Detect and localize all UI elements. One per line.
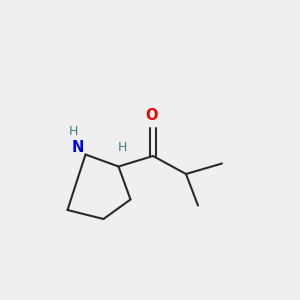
Text: H: H	[69, 125, 78, 138]
Text: O: O	[145, 108, 158, 123]
Text: H: H	[118, 141, 127, 154]
Text: N: N	[71, 140, 84, 154]
